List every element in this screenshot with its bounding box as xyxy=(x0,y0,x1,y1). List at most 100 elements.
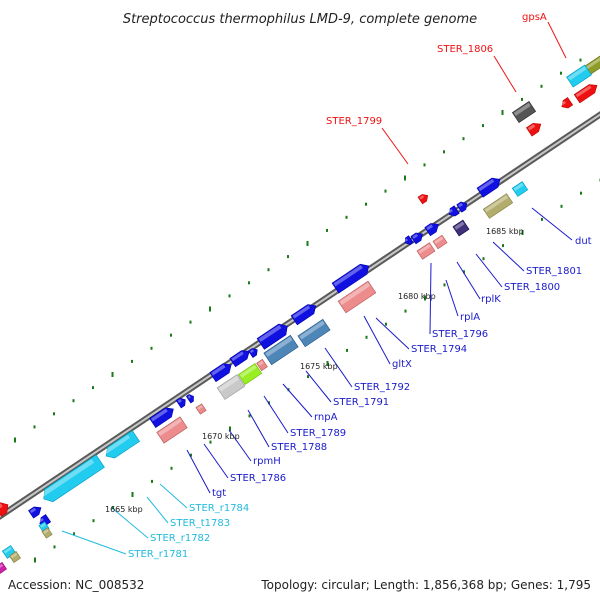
scale-tick xyxy=(111,372,114,377)
gene-ster-r1782-a[interactable] xyxy=(28,504,44,519)
scale-tick xyxy=(443,283,446,287)
scale-tick xyxy=(287,255,289,259)
gene-ster-1791-arrow[interactable] xyxy=(290,301,319,326)
scale-tick xyxy=(463,270,465,274)
gene-left-red[interactable] xyxy=(0,500,11,517)
gene-ster-1786-a[interactable] xyxy=(149,404,177,428)
gene-dut[interactable] xyxy=(511,181,529,197)
scale-tick xyxy=(521,230,524,235)
gene-ster-1786[interactable] xyxy=(156,416,188,444)
scale-tick xyxy=(346,348,348,352)
scale-label-1685: 1685 kbp xyxy=(486,227,524,236)
scale-tick xyxy=(14,437,16,443)
gene-rnpA-arrow[interactable] xyxy=(256,321,291,350)
leader-line xyxy=(203,443,229,479)
gene-rplA-b[interactable] xyxy=(410,230,425,245)
gene-ster-1789[interactable] xyxy=(256,358,268,372)
gene-ster-1789-a[interactable] xyxy=(229,347,252,368)
leader-line xyxy=(492,241,525,272)
gene-ster-1786-b[interactable] xyxy=(175,396,188,409)
gene-label-gltX[interactable]: gltX xyxy=(392,359,412,370)
leader-line xyxy=(375,317,410,350)
gene-rplA-a[interactable] xyxy=(424,220,441,237)
scale-tick xyxy=(385,322,387,326)
scale-tick xyxy=(228,294,231,298)
scale-tick xyxy=(482,124,484,128)
scale-tick xyxy=(326,228,328,232)
gene-left-olive[interactable] xyxy=(9,551,21,563)
gene-label-ster-1801[interactable]: STER_1801 xyxy=(526,266,582,277)
gene-label-ster-r1784[interactable]: STER_r1784 xyxy=(189,503,249,514)
scale-tick xyxy=(404,309,407,313)
gene-rnpA[interactable] xyxy=(263,334,299,366)
scale-tick xyxy=(73,532,75,536)
gene-label-dut[interactable]: dut xyxy=(575,236,592,247)
gene-label-ster-1786[interactable]: STER_1786 xyxy=(230,473,286,484)
scale-tick xyxy=(267,268,270,272)
leader-line xyxy=(146,496,169,524)
gene-ster-1801[interactable] xyxy=(482,193,514,219)
gene-label-ster-1788[interactable]: STER_1788 xyxy=(271,442,327,453)
gene-label-rplK[interactable]: rplK xyxy=(481,294,501,305)
scale-ticks xyxy=(14,58,600,563)
scale-tick xyxy=(229,426,231,432)
scale-tick xyxy=(384,189,387,193)
scale-tick xyxy=(501,110,504,115)
gene-ster-t1783[interactable] xyxy=(40,454,105,505)
gene-ster-r1784[interactable] xyxy=(102,430,140,462)
gene-label-ster-1792[interactable]: STER_1792 xyxy=(354,382,410,393)
gene-label-ster-1799[interactable]: STER_1799 xyxy=(326,116,382,127)
gene-tgt-box[interactable] xyxy=(195,403,207,415)
gene-label-ster-1796[interactable]: STER_1796 xyxy=(432,329,488,340)
gene-label-gpsA[interactable]: gpsA xyxy=(522,12,547,23)
gene-left-mag[interactable] xyxy=(0,562,7,574)
gene-ster-1788-a[interactable] xyxy=(209,360,234,383)
gene-label-ster-r1782[interactable]: STER_r1782 xyxy=(150,533,210,544)
gene-label-tgt[interactable]: tgt xyxy=(212,488,226,499)
gene-ster-1800-a[interactable] xyxy=(456,200,469,213)
gene-ster-1806-box[interactable] xyxy=(511,101,537,123)
gene-ster-1806-arrow[interactable] xyxy=(525,120,543,137)
gene-gltX[interactable] xyxy=(337,280,377,314)
gene-label-ster-r1781[interactable]: STER_r1781 xyxy=(128,549,188,560)
gene-label-rnpA[interactable]: rnpA xyxy=(314,412,338,423)
gene-red-1[interactable] xyxy=(573,81,600,104)
gene-ster-1788[interactable] xyxy=(237,363,263,385)
scale-tick xyxy=(365,335,368,339)
gene-label-ster-1791[interactable]: STER_1791 xyxy=(333,397,389,408)
scale-tick xyxy=(131,492,134,497)
scale-tick xyxy=(580,191,582,195)
gene-gpsA-cyan[interactable] xyxy=(566,64,592,88)
leader-line xyxy=(263,395,289,434)
gene-rpmH[interactable] xyxy=(216,374,246,400)
gene-ster-1794[interactable] xyxy=(416,242,436,260)
scale-tick xyxy=(482,257,485,261)
gene-label-rplA[interactable]: rplA xyxy=(460,312,480,323)
gene-ster-1792-arrow[interactable] xyxy=(331,261,372,294)
gene-ster-1800-b[interactable] xyxy=(447,205,460,218)
gene-label-rpmH[interactable]: rpmH xyxy=(253,456,281,467)
gene-ster-1796[interactable] xyxy=(432,234,448,250)
gene-label-ster-1794[interactable]: STER_1794 xyxy=(411,344,467,355)
gene-red-2[interactable] xyxy=(559,97,574,110)
scale-label-1665: 1665 kbp xyxy=(105,505,143,514)
gene-label-ster-1806[interactable]: STER_1806 xyxy=(437,44,493,55)
scale-tick xyxy=(306,241,309,246)
scale-tick xyxy=(190,453,192,457)
scale-tick xyxy=(33,425,36,429)
gene-rplK[interactable] xyxy=(452,219,470,237)
gene-ster-1796-a[interactable] xyxy=(403,235,414,247)
gene-label-ster-1800[interactable]: STER_1800 xyxy=(504,282,560,293)
gene-ster-1786-c[interactable] xyxy=(185,393,195,404)
gene-ster-1789-b[interactable] xyxy=(248,346,259,358)
scale-tick xyxy=(248,281,250,285)
gene-ster-1791[interactable] xyxy=(297,318,331,348)
gene-dut-arrow[interactable] xyxy=(476,175,503,198)
gene-label-ster-1789[interactable]: STER_1789 xyxy=(290,428,346,439)
scale-tick xyxy=(579,58,582,62)
gene-label-ster-t1783[interactable]: STER_t1783 xyxy=(170,518,230,529)
scale-tick xyxy=(92,386,94,390)
gene-ster-1799[interactable] xyxy=(417,192,430,205)
gene-ster-r1781-b[interactable] xyxy=(41,527,53,539)
